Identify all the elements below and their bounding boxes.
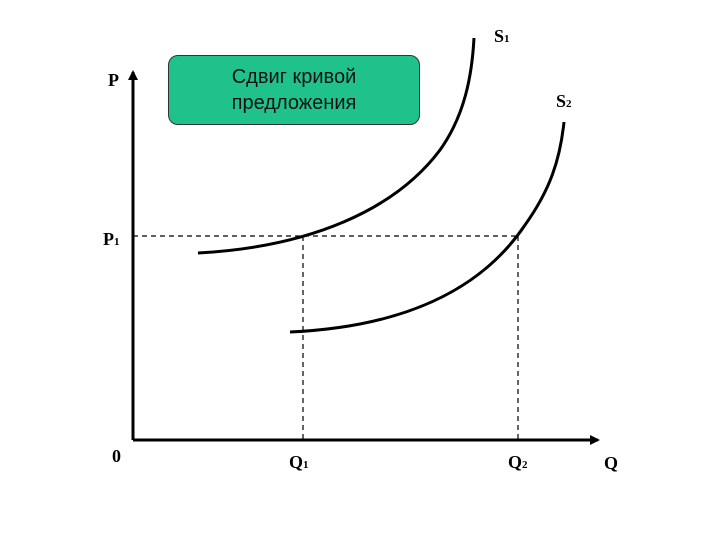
title-box: Сдвиг кривой предложения [168, 55, 420, 125]
y-axis-label: P [108, 70, 119, 90]
s2-label: S2 [556, 91, 572, 111]
supply-curve-s1 [197, 37, 476, 255]
title-line-1: Сдвиг кривой [231, 66, 357, 88]
s1-label: S1 [494, 26, 510, 46]
supply-curve-s2 [289, 121, 566, 334]
q2-label: Q2 [508, 452, 528, 472]
title-line-2: предложения [231, 92, 357, 114]
q1-label: Q1 [289, 452, 309, 472]
p1-label: P1 [103, 229, 120, 249]
origin-label: 0 [112, 446, 121, 466]
x-axis-label: Q [604, 453, 618, 473]
